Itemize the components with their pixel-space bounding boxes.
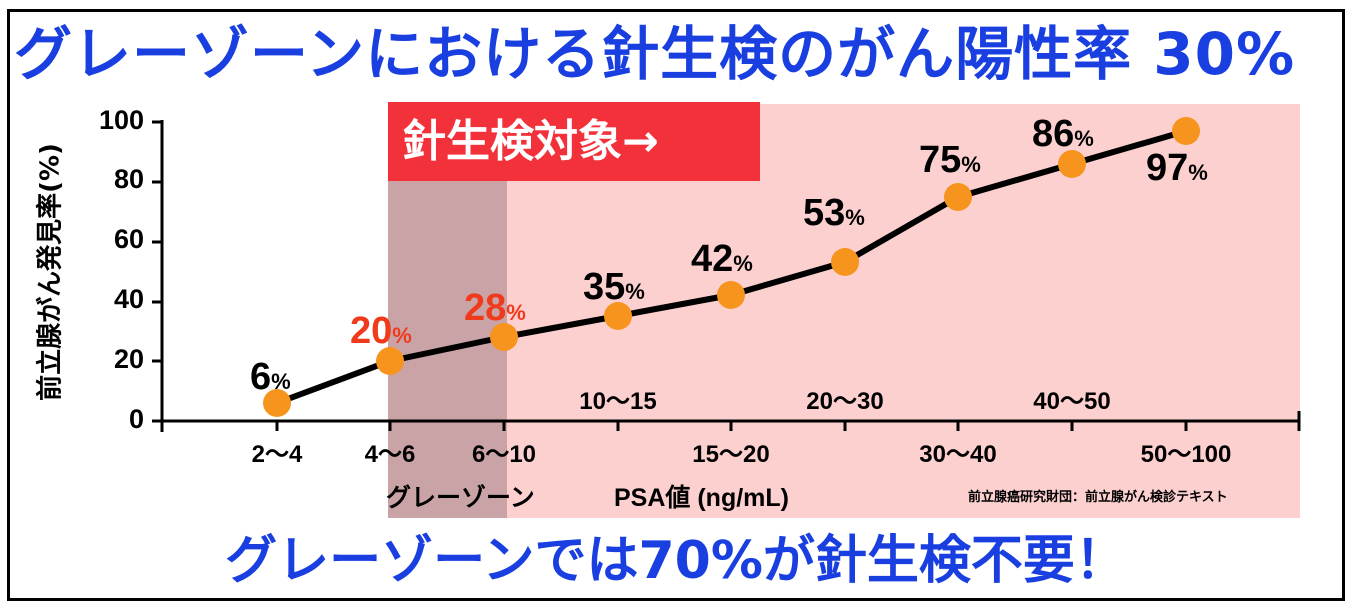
data-label: 97% <box>1146 147 1208 189</box>
data-point-marker <box>604 302 632 330</box>
y-tick-label: 100 <box>98 105 144 135</box>
data-label: 75% <box>919 139 981 181</box>
data-label: 6% <box>250 356 291 398</box>
data-point-marker <box>944 183 972 211</box>
biopsy-target-banner: 針生検対象→ <box>388 102 760 181</box>
data-point-marker <box>1172 117 1200 145</box>
data-point-marker <box>1058 150 1086 178</box>
data-label: 35% <box>583 266 645 308</box>
data-point-marker <box>831 248 859 276</box>
data-label: 86% <box>1032 113 1094 155</box>
y-tick-label: 40 <box>113 284 144 314</box>
x-tick-label: 20〜30 <box>806 388 884 415</box>
x-tick-label: 50〜100 <box>1140 441 1232 468</box>
data-label: 53% <box>803 192 865 234</box>
x-tick-label: 6〜10 <box>471 441 537 468</box>
x-tick-label: 4〜6 <box>364 441 416 468</box>
data-label-highlight: 28% <box>464 287 526 329</box>
bottom-message: グレーゾーンでは70%が針生検不要！ <box>225 531 1127 591</box>
data-point-marker <box>717 281 745 309</box>
y-tick-label: 0 <box>128 404 144 434</box>
data-point-marker <box>263 389 291 417</box>
x-axis-title: PSA値 (ng/mL) <box>614 484 789 512</box>
x-tick-label: 10〜15 <box>579 388 657 415</box>
x-tick-label: 30〜40 <box>919 441 997 468</box>
y-tick-label: 80 <box>113 164 144 194</box>
y-tick-label: 20 <box>113 344 144 374</box>
x-tick-label: 15〜20 <box>692 441 770 468</box>
y-axis-ticks <box>152 120 162 423</box>
source-citation: 前立腺癌研究財団：前立腺がん検診テキスト <box>968 490 1228 505</box>
gray-zone-label: グレーゾーン <box>386 483 535 512</box>
data-markers <box>263 117 1200 417</box>
x-axis-ticks <box>275 411 1301 431</box>
data-point-marker <box>376 347 404 375</box>
x-tick-label: 2〜4 <box>251 441 303 468</box>
data-label: 42% <box>691 238 753 280</box>
chart-title: グレーゾーンにおける針生検のがん陽性率 30% <box>14 20 1296 88</box>
y-tick-label: 60 <box>113 224 144 254</box>
data-label-highlight: 20% <box>350 310 412 352</box>
x-tick-label: 40〜50 <box>1033 388 1111 415</box>
data-point-marker <box>490 323 518 351</box>
